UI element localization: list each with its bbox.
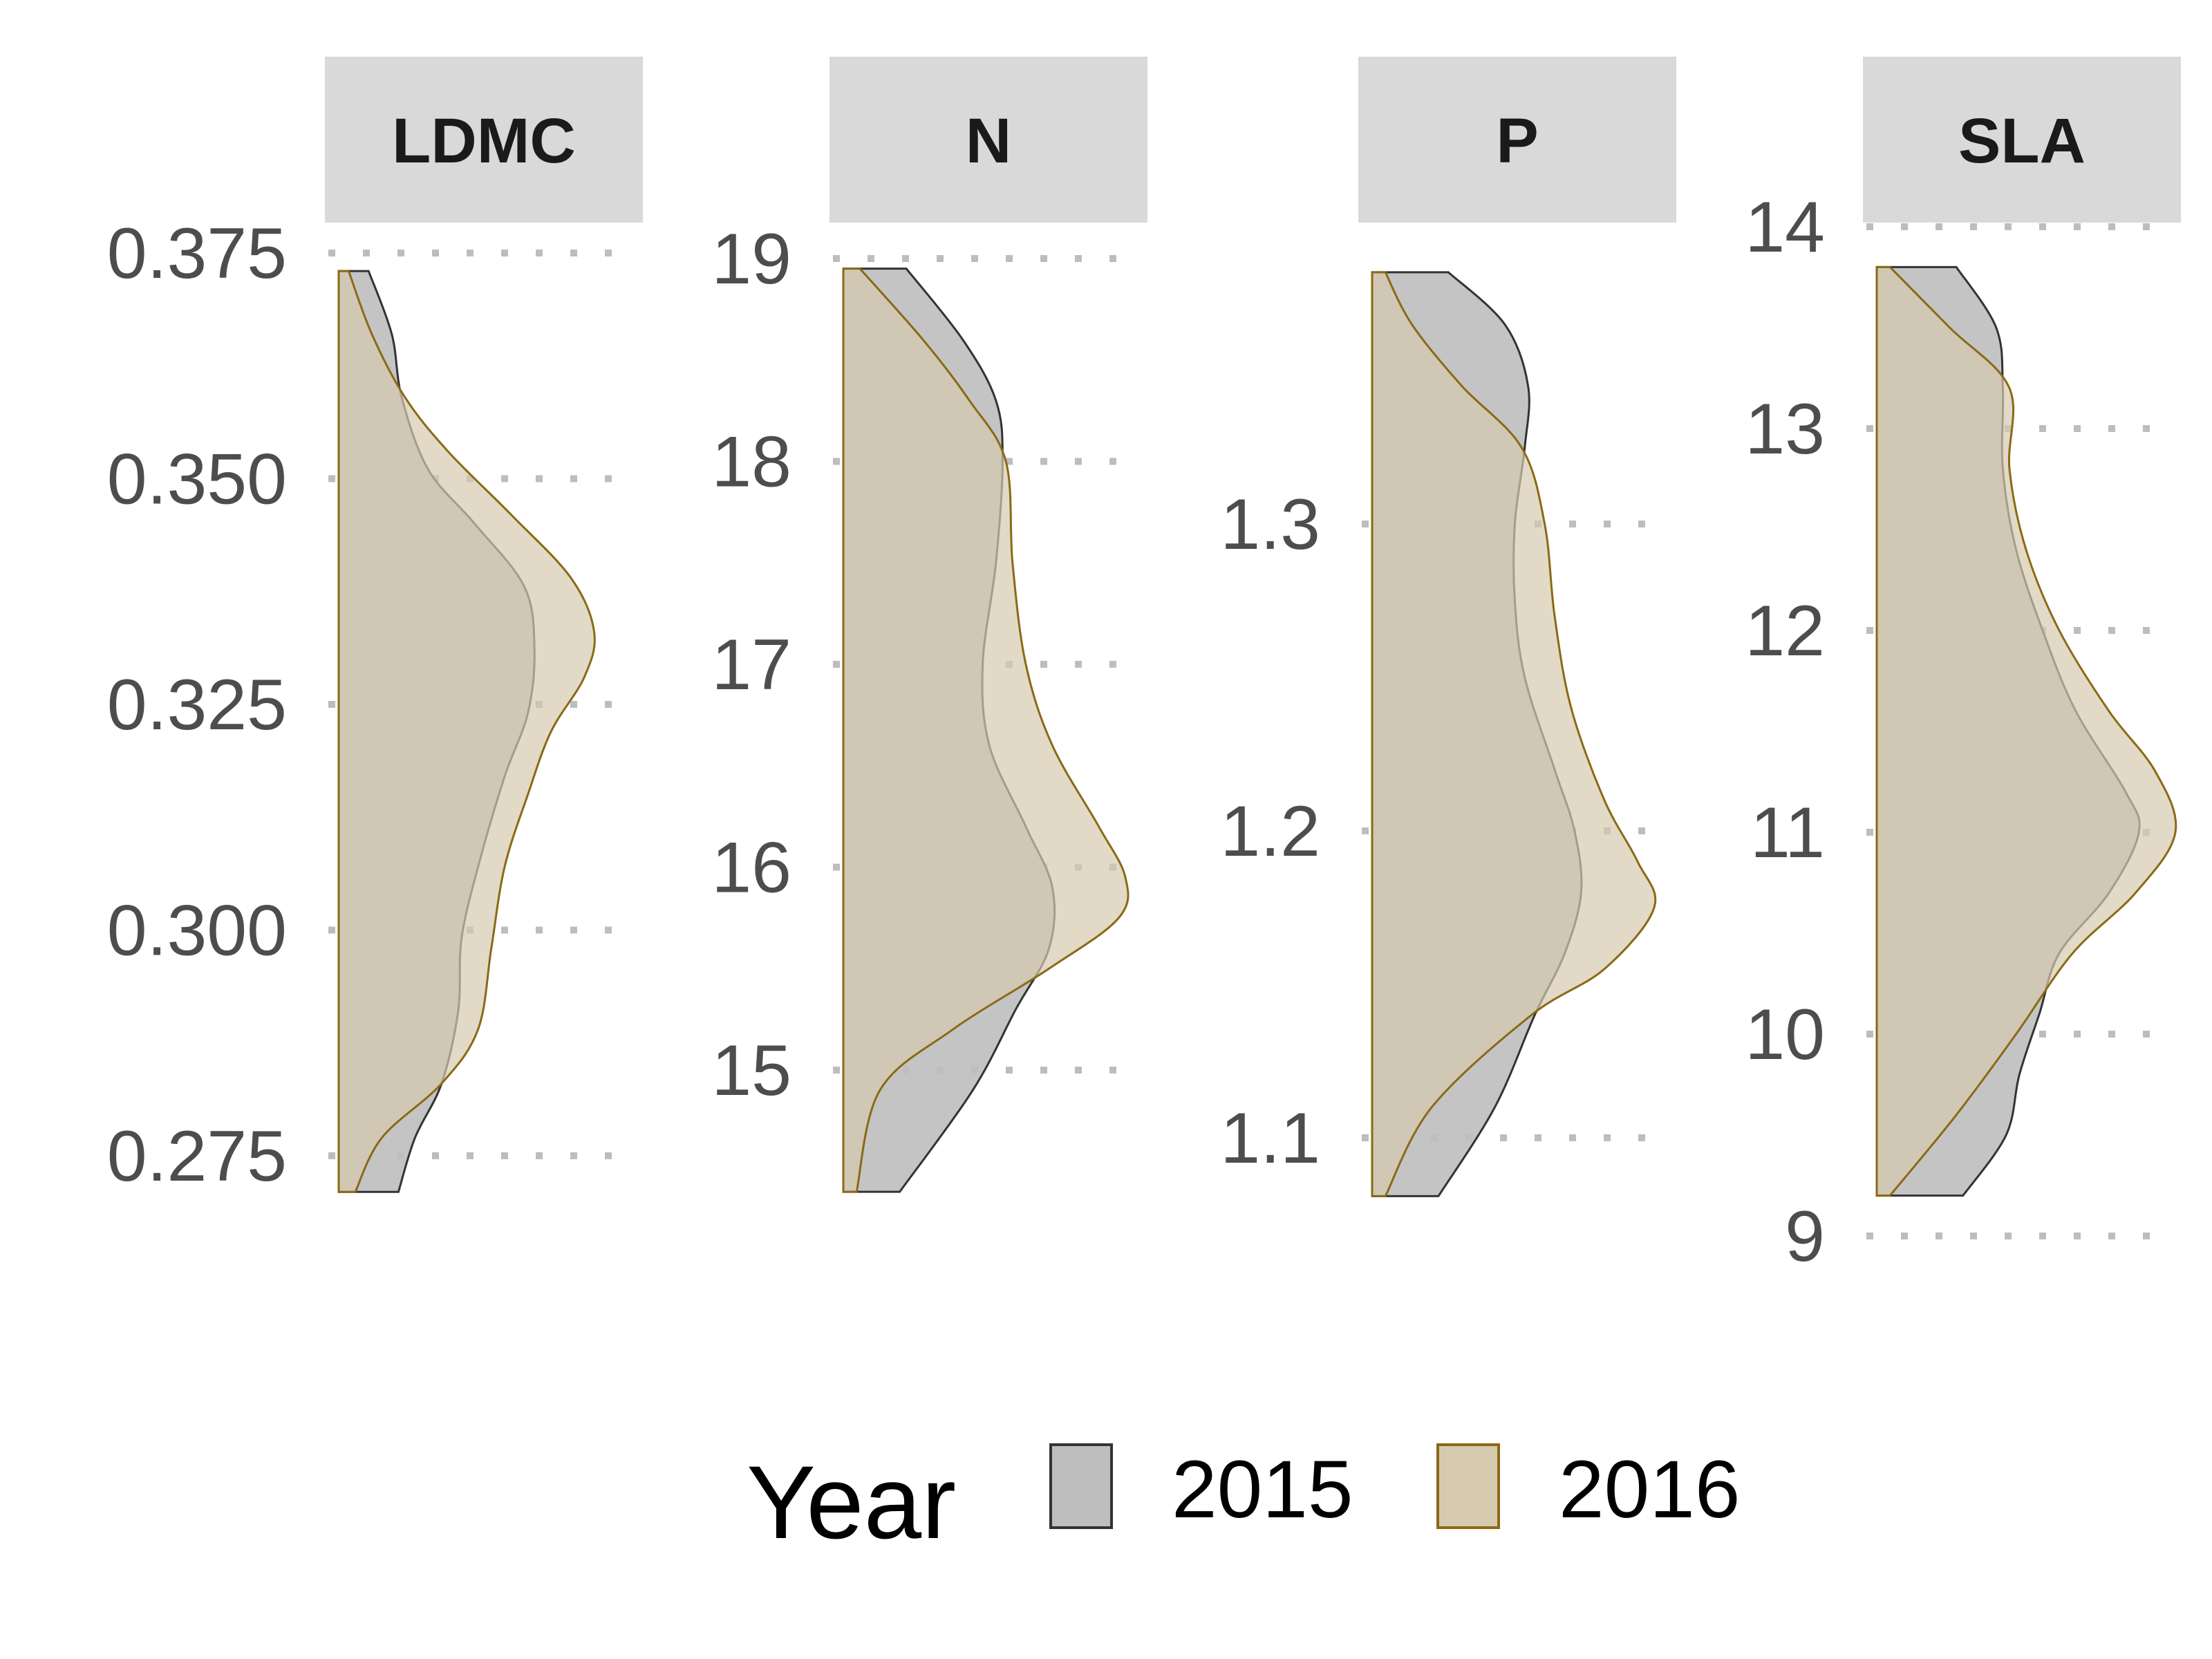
- y-tick-label: 0.325: [107, 665, 287, 745]
- y-tick-label: 18: [711, 422, 791, 503]
- facet-strip-label: N: [966, 106, 1011, 176]
- facet-strip-background: [1358, 57, 1676, 223]
- legend-key-2016: [1436, 1443, 1500, 1529]
- density-area-2016: [337, 270, 596, 1193]
- y-tick-label: 13: [1745, 389, 1825, 469]
- facet-strip-label: LDMC: [392, 106, 576, 176]
- y-tick-label: 17: [711, 625, 791, 705]
- facet-strip-background: [830, 57, 1147, 223]
- y-tick-label: 19: [711, 219, 791, 299]
- y-tick-label: 0.350: [107, 440, 287, 520]
- facet-panel-n: N 15 16 17 18 19: [711, 57, 1147, 1193]
- facet-strip-label: SLA: [1958, 106, 2086, 176]
- facet-panel-sla: SLA 9 10 11 12 13 14: [1745, 57, 2181, 1277]
- y-tick-label: 0.275: [107, 1116, 287, 1197]
- legend: Year 2015 2016: [747, 1443, 1741, 1560]
- y-tick-label: 0.375: [107, 214, 287, 294]
- density-area-2016: [1875, 265, 2177, 1197]
- y-tick-label: 10: [1745, 995, 1825, 1075]
- legend-label-2015: 2015: [1172, 1444, 1353, 1535]
- facet-strip-background: [1863, 57, 2181, 223]
- y-tick-label: 15: [711, 1031, 791, 1111]
- y-tick-label: 16: [711, 828, 791, 908]
- facet-panel-ldmc: LDMC 0.275 0.300 0.325 0.350 0.375: [107, 57, 643, 1197]
- y-tick-label: 14: [1745, 187, 1825, 268]
- density-area-2016: [842, 268, 1130, 1193]
- y-tick-label: 11: [1750, 793, 1825, 873]
- y-tick-label: 0.300: [107, 891, 287, 971]
- facet-strip-label: P: [1496, 106, 1538, 176]
- legend-title: Year: [747, 1444, 956, 1560]
- y-tick-label: 1.2: [1220, 791, 1320, 872]
- y-tick-label: 1.3: [1220, 485, 1320, 565]
- y-tick-label: 12: [1745, 591, 1825, 671]
- y-tick-label: 1.1: [1220, 1098, 1320, 1179]
- facet-strip-background: [325, 57, 643, 223]
- legend-key-2015: [1049, 1443, 1113, 1529]
- facet-panel-p: P 1.1 1.2 1.3: [1220, 57, 1676, 1197]
- density-area-2016: [1371, 271, 1657, 1197]
- y-tick-label: 9: [1785, 1197, 1825, 1277]
- legend-label-2016: 2016: [1559, 1444, 1741, 1535]
